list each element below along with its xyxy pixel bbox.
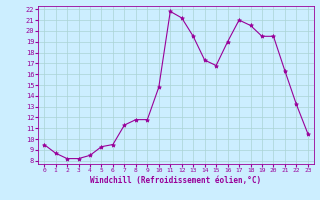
X-axis label: Windchill (Refroidissement éolien,°C): Windchill (Refroidissement éolien,°C) bbox=[91, 176, 261, 185]
